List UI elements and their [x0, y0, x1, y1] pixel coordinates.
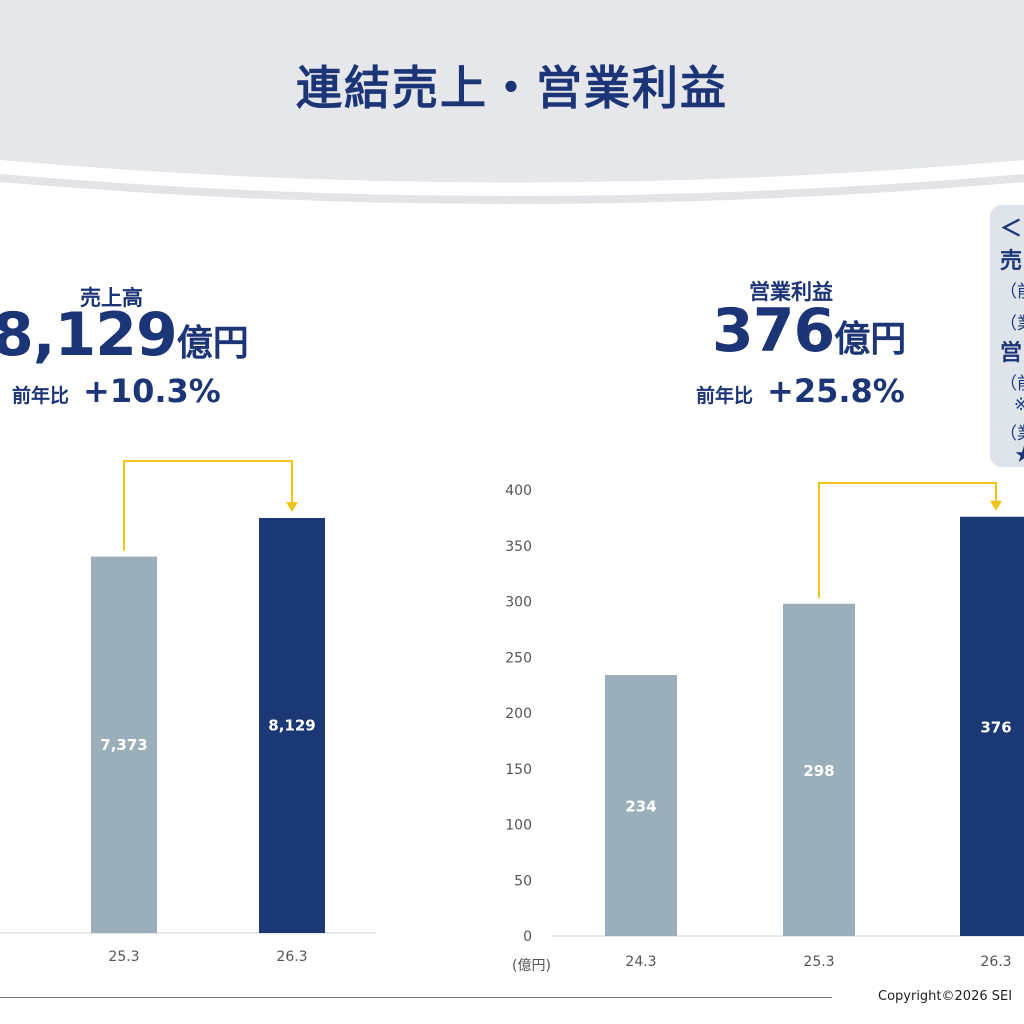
bar-value-label: 7,373 [100, 736, 147, 754]
op-income-yoy-label: 前年比 [696, 385, 754, 407]
sales-chart: 7,373 25.3 8,129 26.3 [0, 460, 376, 965]
bar-25.3 [783, 603, 855, 936]
operating-income-chart: 0 50 100 150 200 250 300 350 400 (億円) 234 24.3 298 25… [505, 482, 1024, 974]
note-line: ※ [1014, 395, 1024, 415]
note-line: 売 [1000, 249, 1023, 274]
bar-26.3 [960, 516, 1024, 936]
copyright-text: Copyright©2026 SEI [878, 989, 1013, 1004]
note-line: ＜I [1000, 217, 1024, 242]
note-line: （前 [1000, 374, 1024, 394]
bar-25.3 [91, 556, 157, 933]
y-tick-label: 0 [523, 929, 532, 945]
note-line: 営 [1000, 341, 1023, 366]
y-tick-label: 300 [505, 595, 532, 611]
x-tick-label: 24.3 [625, 954, 656, 970]
bar-value-label: 298 [803, 762, 834, 780]
bar-value-label: 8,129 [268, 717, 315, 735]
op-income-kpi-value: 376億円 [712, 296, 906, 366]
sales-kpi-unit: 億円 [176, 323, 249, 364]
y-tick-label: 350 [505, 539, 532, 555]
y-tick-label: 50 [514, 873, 532, 889]
growth-arrow-head [990, 500, 1002, 511]
header-band [0, 0, 1024, 204]
x-tick-label: 25.3 [803, 954, 834, 970]
growth-arrow-head [286, 502, 298, 512]
growth-arrow-line [123, 460, 293, 551]
y-tick-label: 250 [505, 650, 532, 666]
sales-kpi-number: 8,129 [0, 300, 178, 370]
op-income-kpi-unit: 億円 [834, 319, 907, 360]
note-line: （業 [1000, 424, 1024, 444]
y-tick-label: 150 [505, 762, 532, 778]
sales-yoy: 前年比 +10.3% [12, 372, 221, 410]
sales-kpi-value: 8,129億円 [0, 300, 249, 370]
sales-yoy-label: 前年比 [12, 385, 70, 407]
bar-26.3 [259, 518, 325, 933]
growth-arrow-line [818, 482, 997, 598]
bar-24.3 [605, 675, 677, 936]
y-tick-label: 200 [505, 706, 532, 722]
y-tick-label: 100 [505, 818, 532, 834]
page-title: 連結売上・営業利益 [296, 61, 728, 115]
op-income-kpi-label: 営業利益 [749, 280, 833, 304]
note-box: ＜I 売 （前 （業 営 （前 ※ （業 ★ [990, 205, 1024, 467]
footer-divider [0, 997, 832, 998]
note-line: ★ [1014, 443, 1024, 467]
op-income-yoy: 前年比 +25.8% [696, 372, 905, 410]
x-tick-label: 26.3 [276, 949, 307, 965]
op-income-yoy-value: +25.8% [767, 372, 905, 410]
x-tick-label: 26.3 [980, 954, 1011, 970]
y-tick-label: 400 [505, 483, 532, 499]
sales-kpi-label: 売上高 [80, 286, 143, 310]
x-tick-label: 25.3 [108, 949, 139, 965]
note-line: （前 [1000, 282, 1024, 302]
op-income-kpi-number: 376 [712, 296, 835, 366]
sales-yoy-value: +10.3% [83, 372, 221, 410]
note-line: （業 [1000, 314, 1024, 334]
bar-value-label: 234 [625, 798, 656, 816]
bar-value-label: 376 [980, 718, 1011, 736]
y-axis-unit: (億円) [512, 958, 551, 974]
